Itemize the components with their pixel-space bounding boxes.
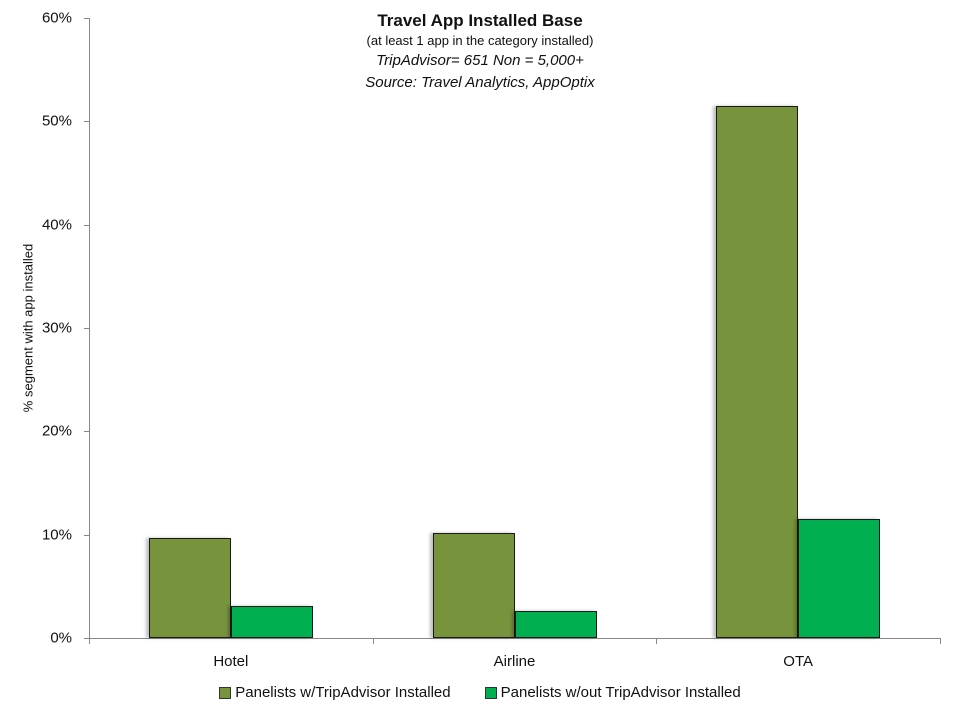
y-tick-label: 30% xyxy=(41,319,72,337)
legend-label: Panelists w/out TripAdvisor Installed xyxy=(500,684,741,701)
chart-title: Travel App Installed Base xyxy=(377,11,583,30)
x-category-label: OTA xyxy=(783,653,814,670)
x-tick-mark xyxy=(656,638,658,644)
chart-title-block: Travel App Installed Base (at least 1 ap… xyxy=(280,10,680,94)
y-tick-mark xyxy=(84,638,89,639)
x-tick-mark xyxy=(372,638,374,644)
legend: Panelists w/TripAdvisor Installed Paneli… xyxy=(0,684,960,701)
bar-ota-series-2 xyxy=(798,519,881,638)
x-category-label: Hotel xyxy=(213,653,249,670)
chart-subtitle: (at least 1 app in the category installe… xyxy=(366,33,594,48)
y-axis-line xyxy=(89,18,90,639)
legend-label: Panelists w/TripAdvisor Installed xyxy=(235,684,451,701)
chart-source: Source: Travel Analytics, AppOptix xyxy=(365,74,595,91)
y-tick-mark xyxy=(84,431,89,433)
y-tick-mark xyxy=(84,328,89,329)
bar-hotel-series-1 xyxy=(148,537,231,638)
y-tick-label: 50% xyxy=(41,112,72,130)
chart-sample-note: TripAdvisor= 651 Non = 5,000+ xyxy=(376,52,584,69)
bar-airline-series-2 xyxy=(514,611,597,638)
bar-airline-series-1 xyxy=(432,532,515,638)
legend-swatch-icon xyxy=(219,686,232,699)
y-tick-mark xyxy=(84,534,89,536)
y-tick-mark xyxy=(84,18,89,19)
x-category-label: Airline xyxy=(493,653,536,670)
x-axis-line xyxy=(89,638,941,639)
legend-item-without-tripadvisor: Panelists w/out TripAdvisor Installed xyxy=(484,684,741,701)
bar-hotel-series-2 xyxy=(230,605,313,638)
y-tick-label: 40% xyxy=(41,216,72,234)
y-tick-label: 0% xyxy=(50,629,72,647)
x-tick-mark xyxy=(89,638,90,644)
y-tick-mark xyxy=(84,224,89,226)
y-tick-label: 60% xyxy=(41,9,72,27)
legend-item-with-tripadvisor: Panelists w/TripAdvisor Installed xyxy=(219,684,451,701)
y-tick-label: 20% xyxy=(41,422,72,440)
y-tick-mark xyxy=(84,121,89,123)
legend-swatch-icon xyxy=(484,686,497,699)
bar-ota-series-1 xyxy=(716,105,799,638)
y-tick-label: 10% xyxy=(41,526,72,544)
x-tick-mark xyxy=(940,638,941,644)
